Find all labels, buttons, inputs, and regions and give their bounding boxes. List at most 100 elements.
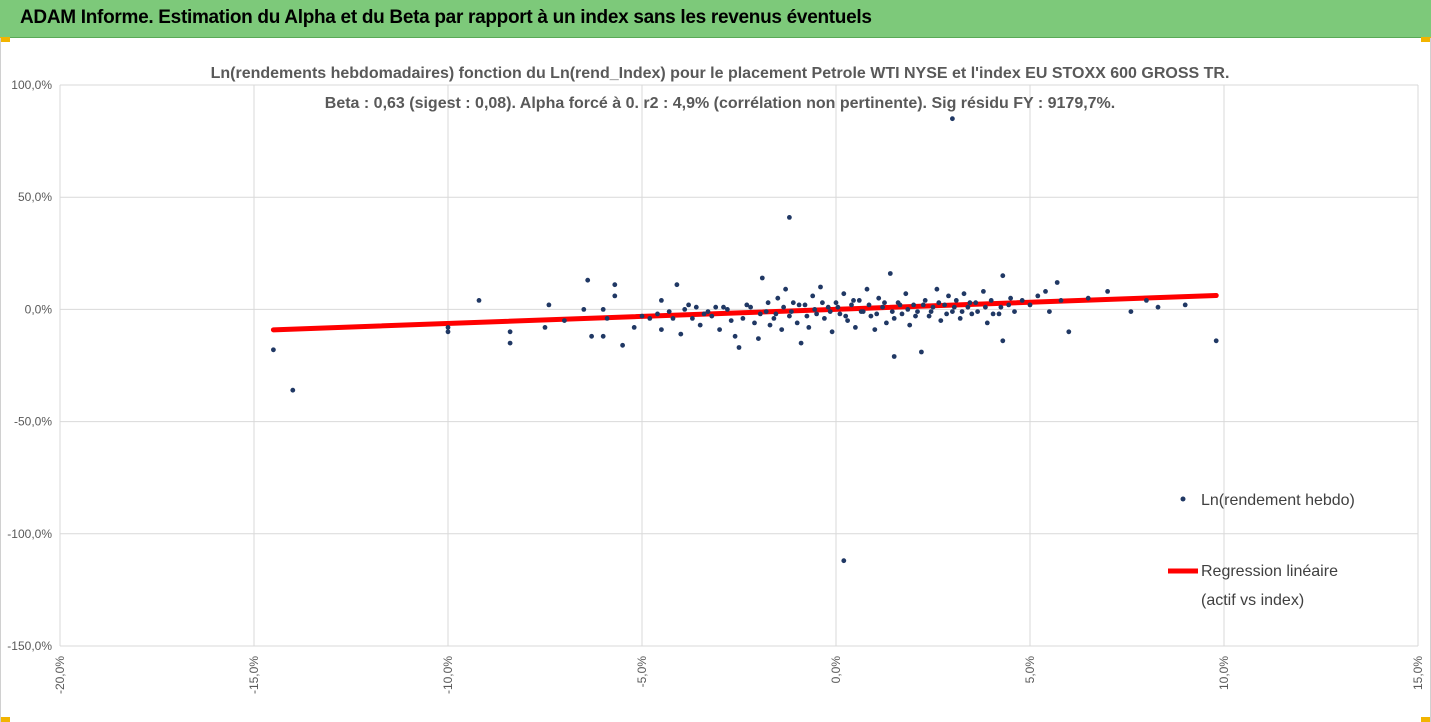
legend-label-regression-line2: (actif vs index) (1201, 592, 1304, 609)
data-point (445, 329, 451, 335)
data-point (604, 316, 610, 321)
data-point (775, 295, 781, 301)
data-point (666, 309, 672, 314)
data-point (1012, 309, 1017, 314)
data-point (868, 313, 874, 319)
data-point (833, 300, 839, 306)
data-point (975, 309, 980, 314)
data-point (837, 311, 843, 317)
data-point (779, 327, 785, 332)
report-title: ADAM Informe. Estimation du Alpha et du … (20, 7, 872, 28)
chart-title-line2: Beta : 0,63 (sigest : 0,08). Alpha forcé… (325, 95, 1115, 112)
data-point (957, 316, 963, 321)
data-point (841, 291, 847, 297)
data-point (930, 304, 936, 310)
data-point (882, 300, 887, 306)
data-point (841, 558, 847, 564)
data-point (835, 304, 841, 310)
corner-marker-right (1421, 37, 1431, 42)
data-point (765, 300, 771, 306)
data-point (744, 302, 750, 308)
data-point (736, 345, 742, 350)
data-point (290, 387, 296, 393)
data-point (911, 302, 916, 308)
data-point (983, 304, 988, 310)
y-tick-label: 100,0% (11, 78, 52, 92)
data-point (1105, 289, 1110, 294)
scatter-points (271, 116, 1219, 564)
data-point (771, 316, 777, 321)
data-point (903, 291, 909, 297)
data-point (600, 333, 606, 339)
data-point (951, 304, 957, 310)
data-point (717, 327, 722, 332)
data-point (913, 313, 918, 319)
data-point (961, 291, 967, 297)
data-point (659, 298, 664, 303)
data-point (1047, 309, 1052, 314)
x-tick-label: -15,0% (247, 656, 261, 694)
data-point (713, 304, 719, 310)
data-point (670, 316, 676, 321)
data-point (1182, 302, 1188, 308)
data-point (967, 300, 973, 306)
data-point (822, 316, 827, 321)
report-header: ADAM Informe. Estimation du Alpha et du … (0, 0, 1431, 38)
regression-line-group (270, 292, 1219, 333)
y-tick-label: -150,0% (7, 639, 52, 653)
data-point (810, 293, 816, 299)
data-point (899, 311, 905, 317)
data-point (1054, 280, 1060, 285)
data-point (757, 311, 763, 317)
data-point (953, 298, 959, 303)
chart-title-line1: Ln(rendements hebdomadaires) fonction du… (211, 65, 1230, 82)
data-point (612, 293, 618, 299)
data-point (936, 300, 942, 306)
data-point (798, 340, 804, 346)
data-point (701, 311, 707, 317)
data-point (752, 320, 757, 326)
x-tick-label: 15,0% (1411, 656, 1425, 690)
data-point (1027, 302, 1033, 308)
data-point (806, 325, 812, 330)
corner-marker-bottom-left (0, 717, 10, 722)
data-point (915, 309, 920, 314)
data-point (794, 320, 800, 326)
y-tick-label: 0,0% (25, 302, 53, 316)
data-point (920, 302, 926, 308)
data-point (546, 302, 552, 308)
data-point (585, 277, 591, 283)
data-point (787, 215, 792, 220)
x-tick-label: -10,0% (441, 656, 455, 694)
data-point (728, 318, 734, 323)
data-point (858, 309, 864, 314)
data-point (476, 298, 482, 303)
data-point (682, 307, 688, 312)
data-point (827, 309, 833, 314)
data-point (781, 304, 786, 310)
corner-marker-bottom-right (1421, 717, 1431, 722)
data-point (876, 295, 882, 301)
data-point (820, 300, 825, 306)
legend-label-scatter: Ln(rendement hebdo) (1201, 492, 1355, 509)
data-point (763, 309, 769, 314)
data-point (562, 318, 567, 323)
data-point (709, 313, 715, 319)
data-point (697, 322, 703, 328)
x-tick-label: 0,0% (829, 656, 843, 684)
data-point (507, 329, 513, 335)
data-point (851, 298, 856, 303)
data-point (271, 347, 276, 353)
data-point (942, 302, 947, 308)
data-point (705, 309, 711, 314)
data-point (884, 320, 889, 326)
legend: Ln(rendement hebdo) Regression linéaire … (1168, 492, 1355, 609)
data-point (802, 302, 808, 308)
data-point (919, 349, 924, 355)
data-point (773, 311, 779, 317)
data-point (796, 302, 802, 308)
x-tick-label: -5,0% (635, 656, 649, 688)
data-point (445, 325, 451, 330)
data-point (981, 289, 986, 294)
